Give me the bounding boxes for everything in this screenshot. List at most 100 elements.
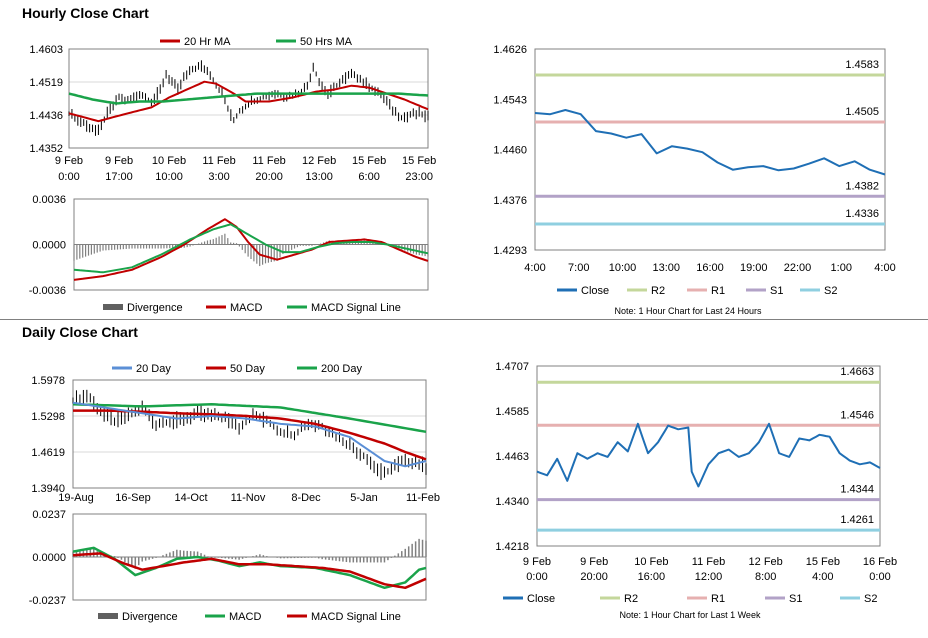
daily-price-x-tick-label: 11-Feb: [406, 492, 440, 504]
hourly-price-x-tick-label: 17:00: [105, 171, 133, 183]
daily-macd-y-tick-label: -0.0237: [29, 595, 66, 607]
daily-macd-signal-legend-label: MACD Signal Line: [311, 611, 401, 623]
hourly-divergence-legend-swatch: [103, 304, 123, 310]
hourly-ma20-line: [68, 80, 429, 123]
hourly-pivot-s1-level-label: 1.4382: [845, 180, 879, 192]
daily-pivot-x-tick-label: 4:00: [812, 571, 833, 583]
daily-macd-line: [72, 546, 427, 590]
hourly-price-x-tick-label: 10:00: [155, 171, 183, 183]
daily-pivot-x-tick-label: 12:00: [695, 571, 723, 583]
daily-pivot-x-tick-label: 12 Feb: [749, 556, 783, 568]
daily-pivot-r1-level-label: 1.4546: [840, 409, 874, 421]
hourly-price-x-tick-label: 6:00: [358, 171, 379, 183]
hourly-price-x-tick-label: 13:00: [305, 171, 333, 183]
daily-pivot-x-tick-label: 8:00: [755, 571, 776, 583]
hourly-price-y-tick-label: 1.4352: [29, 143, 63, 155]
daily-price-plot-frame: [72, 379, 427, 489]
hourly-pivot-x-tick-label: 7:00: [568, 262, 589, 274]
daily-ma20-legend-label: 20 Day: [136, 363, 171, 375]
daily-macd-y-tick-label: 0.0237: [32, 509, 66, 521]
hourly-macd-y-tick-label: 0.0036: [32, 194, 66, 206]
hourly-pivot-close-legend-label: Close: [581, 285, 609, 297]
daily-pivot-x-tick-label: 10 Feb: [634, 556, 668, 568]
daily-pivot-x-tick-label: 9 Feb: [580, 556, 608, 568]
hourly-price-x-tick-label: 9 Feb: [55, 155, 83, 167]
daily-price-x-tick-label: 14-Oct: [174, 492, 207, 504]
hourly-macd-y-tick-label: -0.0036: [29, 285, 66, 297]
daily-pivot-s2-legend-label: S2: [864, 593, 877, 605]
hourly-price-x-tick-label: 15 Feb: [352, 155, 386, 167]
hourly-pivot-x-tick-label: 1:00: [831, 262, 852, 274]
daily-pivot-r2-legend-label: R2: [624, 593, 638, 605]
hourly-macd-line: [73, 218, 429, 281]
hourly-pivot-x-tick-label: 10:00: [609, 262, 637, 274]
daily-pivot-x-tick-label: 15 Feb: [806, 556, 840, 568]
hourly-macd-signal-legend-label: MACD Signal Line: [311, 302, 401, 314]
hourly-pivot-note: Note: 1 Hour Chart for Last 24 Hours: [614, 306, 762, 316]
hourly-pivot-r2-legend-label: R2: [651, 285, 665, 297]
daily-pivot-x-tick-label: 11 Feb: [692, 556, 725, 568]
daily-ma50-legend-label: 50 Day: [230, 363, 265, 375]
hourly-pivot-x-tick-label: 13:00: [652, 262, 680, 274]
daily-pivot-x-tick-label: 16 Feb: [863, 556, 897, 568]
hourly-price-y-tick-label: 1.4603: [29, 44, 63, 56]
daily-price-x-tick-label: 16-Sep: [115, 492, 150, 504]
hourly-pivot-s2-legend-label: S2: [824, 285, 837, 297]
daily-price-y-tick-label: 1.5978: [31, 375, 65, 387]
hourly-pivot-s1-legend-label: S1: [770, 285, 783, 297]
daily-price-y-tick-label: 1.4619: [31, 447, 65, 459]
daily-pivot-r1-legend-label: R1: [711, 593, 725, 605]
hourly-price-x-tick-label: 11 Feb: [202, 155, 235, 167]
hourly-pivot-x-tick-label: 16:00: [696, 262, 724, 274]
daily-price-x-tick-label: 19-Aug: [58, 492, 93, 504]
daily-pivot-s1-legend-label: S1: [789, 593, 802, 605]
daily-ma200-line: [72, 403, 427, 434]
hourly-ma20-legend-label: 20 Hr MA: [184, 36, 231, 48]
daily-section-title: Daily Close Chart: [22, 324, 138, 340]
daily-price-x-tick-label: 5-Jan: [350, 492, 378, 504]
hourly-macd-legend-label: MACD: [230, 302, 262, 314]
daily-divergence-legend-swatch: [98, 613, 118, 619]
daily-pivot-r2-level-label: 1.4663: [840, 366, 874, 378]
hourly-pivot-y-tick-label: 1.4626: [493, 44, 527, 56]
hourly-price-x-tick-label: 12 Feb: [302, 155, 336, 167]
hourly-pivot-s2-level-label: 1.4336: [845, 208, 879, 220]
daily-pivot-x-tick-label: 9 Feb: [523, 556, 551, 568]
hourly-ma50-legend-label: 50 Hrs MA: [300, 36, 353, 48]
hourly-pivot-plot-frame: [534, 48, 886, 251]
hourly-pivot-r1-level-label: 1.4505: [845, 106, 879, 118]
hourly-pivot-x-tick-label: 4:00: [524, 262, 545, 274]
daily-pivot-x-tick-label: 16:00: [638, 571, 666, 583]
daily-pivot-x-tick-label: 0:00: [526, 571, 547, 583]
hourly-pivot-y-tick-label: 1.4543: [493, 94, 527, 106]
hourly-pivot-x-tick-label: 4:00: [874, 262, 895, 274]
hourly-macd-signal-line: [73, 223, 429, 274]
daily-price-x-tick-label: 8-Dec: [291, 492, 321, 504]
daily-price-y-tick-label: 1.5298: [31, 411, 65, 423]
daily-pivot-s1-level-label: 1.4344: [840, 484, 874, 496]
hourly-pivot-y-tick-label: 1.4460: [493, 145, 527, 157]
hourly-price-y-tick-label: 1.4519: [29, 77, 63, 89]
hourly-pivot-close-line: [534, 109, 886, 176]
daily-pivot-close-legend-label: Close: [527, 593, 555, 605]
daily-pivot-y-tick-label: 1.4707: [495, 361, 529, 373]
daily-pivot-y-tick-label: 1.4218: [495, 541, 529, 553]
section-divider: [0, 319, 928, 320]
hourly-price-x-tick-label: 20:00: [255, 171, 283, 183]
hourly-pivot-y-tick-label: 1.4376: [493, 195, 527, 207]
daily-pivot-s2-level-label: 1.4261: [840, 514, 874, 526]
hourly-price-x-tick-label: 0:00: [58, 171, 79, 183]
hourly-price-x-tick-label: 3:00: [208, 171, 229, 183]
hourly-price-x-tick-label: 10 Feb: [152, 155, 186, 167]
hourly-price-x-tick-label: 23:00: [405, 171, 433, 183]
hourly-pivot-x-tick-label: 22:00: [784, 262, 812, 274]
hourly-macd-y-tick-label: 0.0000: [32, 240, 66, 252]
hourly-pivot-y-tick-label: 1.4293: [493, 245, 527, 257]
hourly-ma50-line: [68, 92, 429, 105]
hourly-pivot-r1-legend-label: R1: [711, 285, 725, 297]
hourly-divergence-legend-label: Divergence: [127, 302, 183, 314]
daily-pivot-x-tick-label: 0:00: [869, 571, 890, 583]
daily-ma200-legend-label: 200 Day: [321, 363, 362, 375]
daily-price-y-tick-label: 1.3940: [31, 483, 65, 495]
